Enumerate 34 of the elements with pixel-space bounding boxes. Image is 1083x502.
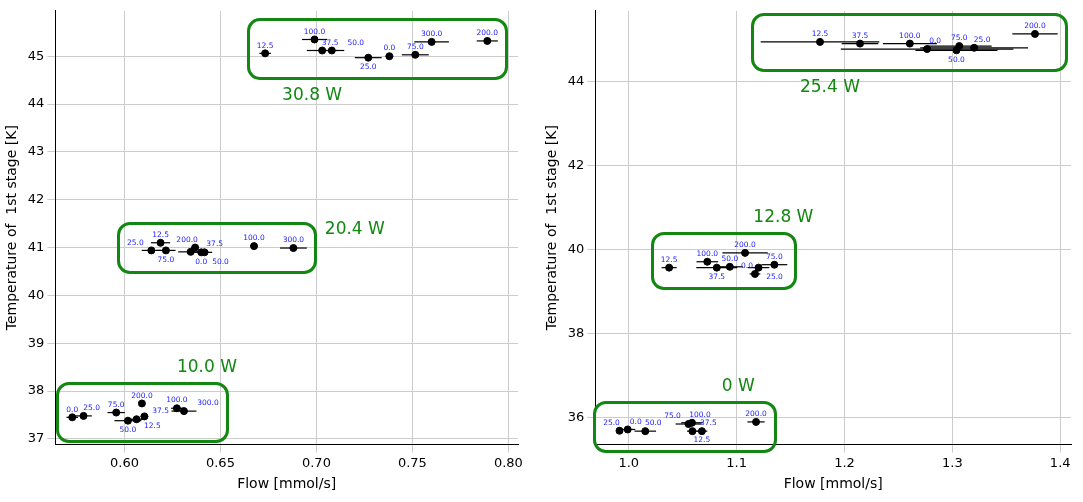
y-tick-label: 45 (27, 47, 45, 63)
series-label: 30.8 W (282, 83, 343, 104)
x-tick-label: 1.1 (726, 454, 747, 470)
series-label: 25.4 W (799, 76, 860, 97)
series-label: 0 W (721, 374, 755, 395)
x-tick-label: 1.0 (618, 454, 640, 470)
x-tick-label: 0.75 (397, 454, 427, 470)
y-tick-label: 37 (27, 430, 45, 446)
series-label: 12.8 W (753, 205, 814, 226)
x-tick-label: 1.4 (1049, 454, 1071, 470)
y-tick-label: 40 (27, 286, 45, 302)
x-tick-label: 1.2 (834, 454, 855, 470)
x-axis-title: Flow [mmol/s] (237, 475, 337, 492)
y-tick-label: 42 (567, 156, 585, 172)
x-tick-label: 1.3 (942, 454, 963, 470)
x-tick-label: 0.65 (205, 454, 235, 470)
y-tick-label: 43 (27, 143, 45, 159)
x-tick-label: 0.60 (109, 454, 139, 470)
series-label: 20.4 W (324, 217, 385, 238)
y-tick-label: 44 (567, 72, 585, 88)
y-tick-label: 38 (567, 325, 585, 340)
y-axis-title: Temperature of 1st stage [K] (543, 125, 560, 332)
y-tick-label: 44 (27, 95, 45, 111)
x-tick-label: 0.80 (493, 454, 523, 470)
y-tick-label: 36 (567, 409, 585, 425)
y-tick-label: 41 (27, 238, 45, 254)
x-tick-label: 0.70 (301, 454, 331, 470)
y-tick-label: 38 (27, 382, 45, 398)
x-axis-title: Flow [mmol/s] (783, 475, 883, 492)
y-tick-label: 40 (567, 240, 585, 256)
y-axis-title: Temperature of 1st stage [K] (3, 125, 20, 332)
y-tick-label: 42 (27, 191, 45, 207)
series-label: 10.0 W (176, 356, 238, 377)
y-tick-label: 39 (27, 334, 45, 350)
